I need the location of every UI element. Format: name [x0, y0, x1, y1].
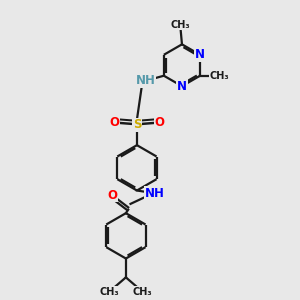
Text: O: O: [107, 189, 117, 202]
Text: NH: NH: [144, 187, 164, 200]
Text: N: N: [177, 80, 187, 93]
Text: CH₃: CH₃: [133, 287, 152, 297]
Text: CH₃: CH₃: [99, 287, 119, 297]
Text: CH₃: CH₃: [171, 20, 190, 30]
Text: O: O: [154, 116, 165, 129]
Text: N: N: [195, 48, 205, 61]
Text: O: O: [109, 116, 119, 129]
Text: S: S: [133, 118, 141, 131]
Text: NH: NH: [136, 74, 156, 87]
Text: CH₃: CH₃: [209, 71, 229, 81]
